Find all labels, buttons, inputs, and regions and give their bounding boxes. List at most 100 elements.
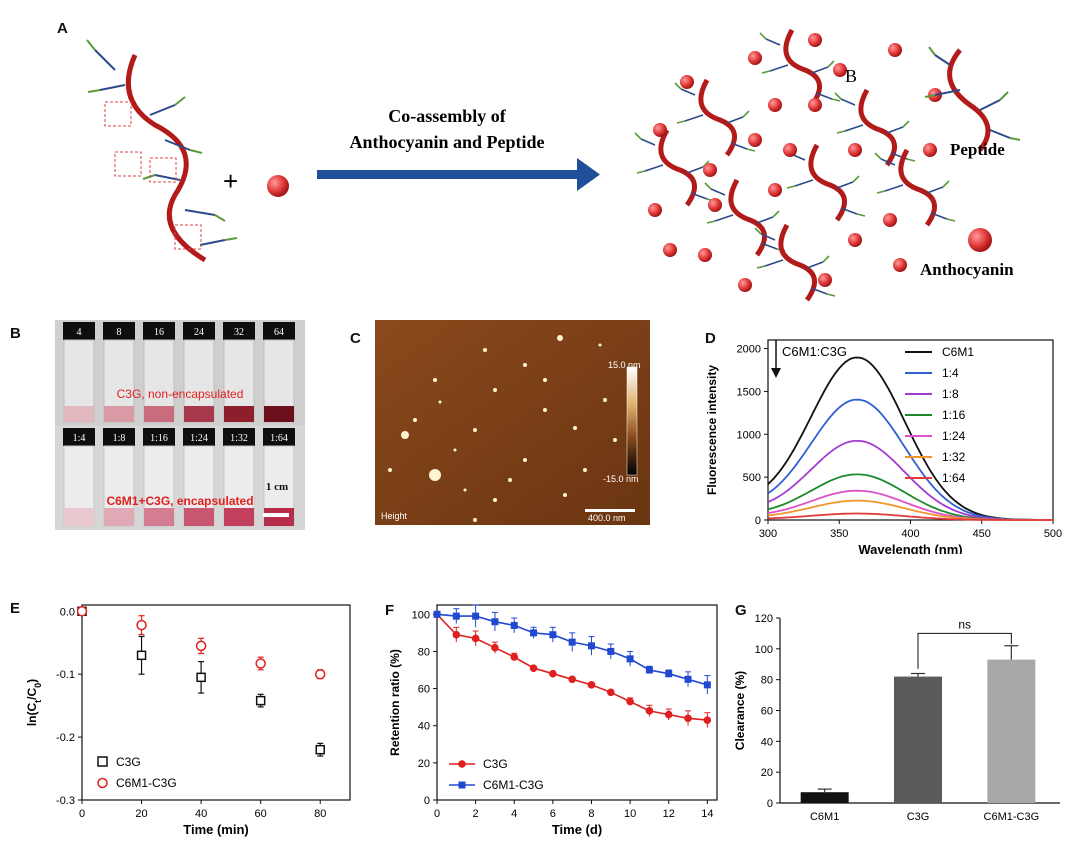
data-point-C3G bbox=[452, 630, 461, 639]
y-tick-label: -0.1 bbox=[56, 669, 75, 681]
data-point-C6M1-C3G bbox=[472, 612, 480, 620]
panel-e-degradation-chart: 0 20 40 60 80 0.0 -0.1 -0.2 -0.3 Time (min) ln(Ct/… bbox=[20, 595, 365, 855]
data-point-C6M1-C3G bbox=[136, 619, 147, 631]
y-tick-label: 1500 bbox=[737, 386, 761, 398]
data-point-C3G bbox=[529, 664, 538, 672]
anthocyanin-ball bbox=[708, 198, 722, 212]
legend-label: 1:4 bbox=[942, 366, 959, 380]
data-point-C3G bbox=[255, 695, 266, 706]
afm-scale-bar bbox=[585, 509, 635, 512]
cluster-side-chain bbox=[640, 138, 708, 200]
legend-label: 1:64 bbox=[942, 471, 966, 485]
panel-b-vial-photo: 4 1:4 8 1:8 16 1:16 24 1:24 32 1:32 64 1:64 C3G, non… bbox=[55, 320, 305, 530]
anthocyanin-ball bbox=[680, 75, 694, 89]
cluster-side-chain-tip bbox=[674, 82, 756, 152]
data-point-C3G bbox=[568, 675, 576, 684]
y-axis-label: Clearance (%) bbox=[733, 671, 747, 750]
x-tick-label: 40 bbox=[195, 808, 207, 820]
anthocyanin-ball bbox=[783, 143, 797, 157]
x-tick-label: C6M1 bbox=[810, 811, 839, 823]
data-point-C6M1-C3G bbox=[626, 655, 634, 663]
x-tick-label: 0 bbox=[434, 808, 440, 820]
afm-particle bbox=[573, 426, 577, 430]
panel-c-afm-image: 15.0 nm -15.0 nm Height 400.0 nm bbox=[375, 320, 650, 525]
scale-bar bbox=[263, 513, 289, 517]
vial-liquid bbox=[144, 508, 174, 526]
legend-marker bbox=[458, 781, 466, 789]
vial-liquid bbox=[224, 508, 254, 526]
cluster-side-chain-tip bbox=[754, 227, 836, 297]
data-point-C6M1-C3G bbox=[568, 638, 576, 646]
y-axis-label: Fluorescence intensity bbox=[705, 365, 719, 495]
legend-label: C6M1 bbox=[942, 345, 974, 359]
anthocyanin-ball bbox=[663, 243, 677, 257]
x-tick-label: 4 bbox=[511, 808, 517, 820]
y-tick-label: 40 bbox=[418, 721, 430, 733]
y-tick-label: 2000 bbox=[737, 344, 761, 356]
afm-colorbar bbox=[626, 366, 638, 476]
afm-particle bbox=[433, 378, 437, 382]
y-tick-label: 20 bbox=[418, 758, 430, 770]
y-tick-label: -0.3 bbox=[56, 795, 75, 807]
anthocyanin-ball bbox=[738, 278, 752, 292]
anthocyanin-ball bbox=[653, 123, 667, 137]
x-tick-label: 60 bbox=[255, 808, 267, 820]
panel-b-letter: B bbox=[10, 325, 21, 342]
y-tick-label: 80 bbox=[761, 675, 773, 687]
vial-cap-label: 8 bbox=[117, 327, 122, 338]
x-tick-label: 300 bbox=[759, 528, 777, 540]
x-tick-label: 8 bbox=[588, 808, 594, 820]
vial-cap-label: 1:24 bbox=[190, 433, 208, 444]
cluster-helix bbox=[898, 148, 937, 227]
significance-bracket bbox=[917, 632, 1012, 669]
cluster-side-chain bbox=[760, 233, 828, 295]
plot-frame bbox=[767, 339, 1054, 521]
data-point-C6M1-C3G bbox=[665, 670, 673, 678]
data-point-C6M1-C3G bbox=[587, 642, 595, 650]
ln-concentration-chart: 0 20 40 60 80 0.0 -0.1 -0.2 -0.3 Time (min) ln(Ct/… bbox=[25, 604, 351, 837]
arrow-label-line2: Anthocyanin and Peptide bbox=[349, 132, 544, 152]
panel-g-letter: G bbox=[735, 602, 747, 619]
data-point-C3G bbox=[491, 643, 499, 652]
vial-liquid bbox=[144, 406, 174, 422]
x-tick-label: C6M1-C3G bbox=[984, 811, 1040, 823]
data-point-C6M1-C3G bbox=[510, 621, 518, 629]
y-tick-label: 1000 bbox=[737, 429, 761, 441]
colorbar-bottom-label: -15.0 nm bbox=[603, 474, 639, 484]
data-point-C6M1-C3G bbox=[195, 640, 207, 652]
data-point-C3G bbox=[471, 634, 480, 643]
y-axis-label: ln(Ct/C0) bbox=[25, 679, 43, 726]
cluster-side-chain-tip bbox=[874, 152, 956, 222]
anthocyanin-ball bbox=[748, 133, 762, 147]
vial-cap-label: 4 bbox=[77, 327, 82, 338]
y-tick-label: 40 bbox=[761, 736, 773, 748]
afm-particle bbox=[493, 498, 497, 502]
y-tick-label: 0 bbox=[755, 515, 761, 527]
afm-particle bbox=[483, 348, 487, 352]
significance-label: ns bbox=[958, 617, 971, 631]
vial-cap bbox=[263, 322, 295, 340]
vial-cap bbox=[143, 428, 175, 446]
afm-particle bbox=[508, 478, 512, 482]
y-tick-label: 60 bbox=[761, 706, 773, 718]
vial-cap-label: 16 bbox=[154, 327, 164, 338]
afm-particle bbox=[429, 469, 441, 481]
data-point-C3G bbox=[315, 744, 325, 755]
y-tick-label: 0.0 bbox=[60, 606, 75, 618]
anthocyanin-ball bbox=[923, 143, 937, 157]
panel-f-retention-chart: 0 2 4 6 8 10 12 14 0 20 40 60 80 100 Time (d) Retention… bbox=[385, 595, 725, 855]
vial-photo: 4 1:4 8 1:8 16 1:16 24 1:24 32 1:32 64 1:64 C3G, non… bbox=[55, 320, 305, 530]
afm-scale-label: 400.0 nm bbox=[588, 513, 626, 523]
vial-cap-label: 1:8 bbox=[113, 433, 126, 444]
y-tick-label: 0 bbox=[424, 795, 430, 807]
anthocyanin-legend-ball bbox=[968, 228, 992, 252]
vial-cap-label: 64 bbox=[274, 327, 284, 338]
fluorescence-spectra-chart: 300 350 400 450 500 0 500 1000 1500 2000 Wavelengt… bbox=[705, 339, 1062, 557]
y-tick-label: 20 bbox=[761, 767, 773, 779]
vial-cap bbox=[103, 322, 135, 340]
data-point-C3G bbox=[549, 669, 557, 678]
afm-particle bbox=[557, 335, 563, 341]
data-point-C6M1-C3G bbox=[684, 675, 692, 683]
anthocyanin-ball bbox=[848, 233, 862, 247]
peptide-legend-helix bbox=[924, 46, 1021, 152]
